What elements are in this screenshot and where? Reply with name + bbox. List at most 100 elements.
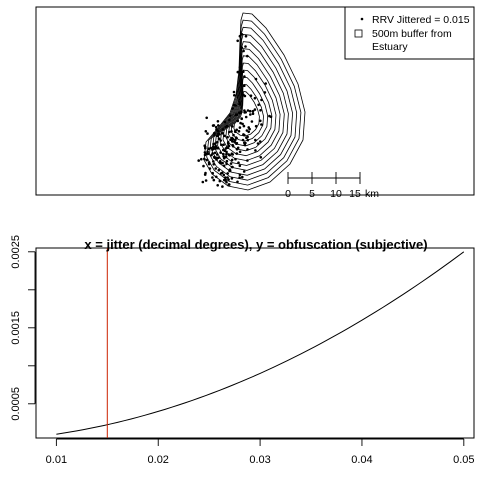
jittered-point bbox=[240, 110, 243, 114]
jittered-point bbox=[237, 129, 241, 133]
y-tick-label: 0.0015 bbox=[10, 311, 22, 345]
buffer-contour bbox=[228, 76, 269, 147]
jittered-point bbox=[235, 141, 239, 145]
buffer-contour bbox=[233, 91, 260, 137]
jittered-point bbox=[212, 163, 215, 166]
jittered-point bbox=[243, 109, 246, 112]
jittered-point bbox=[211, 124, 215, 127]
jittered-point bbox=[211, 176, 214, 179]
jittered-point bbox=[232, 90, 236, 94]
jittered-point bbox=[222, 152, 225, 156]
jittered-point bbox=[203, 153, 207, 157]
jittered-point bbox=[225, 152, 228, 156]
jittered-point bbox=[230, 165, 234, 169]
jittered-point bbox=[222, 173, 226, 177]
jittered-point bbox=[223, 134, 226, 138]
jittered-point bbox=[238, 34, 242, 38]
jittered-point bbox=[259, 119, 262, 123]
jittered-point bbox=[238, 101, 241, 104]
buffer-contours bbox=[203, 12, 306, 191]
map-legend: RRV Jittered = 0.015 500m buffer from Es… bbox=[344, 6, 475, 60]
jittered-point bbox=[242, 170, 246, 173]
jittered-point bbox=[221, 185, 224, 188]
jittered-point bbox=[240, 46, 244, 49]
jittered-point bbox=[231, 125, 234, 128]
jittered-point bbox=[243, 84, 246, 87]
jittered-point bbox=[217, 168, 221, 172]
jittered-point bbox=[217, 137, 221, 140]
legend-label-points: RRV Jittered = 0.015 bbox=[372, 14, 470, 26]
jittered-point bbox=[242, 124, 246, 128]
jittered-point bbox=[213, 133, 216, 137]
jittered-point bbox=[254, 124, 258, 128]
jittered-point bbox=[213, 151, 217, 155]
jittered-point bbox=[235, 113, 239, 116]
jittered-point bbox=[249, 113, 252, 116]
jittered-point bbox=[234, 104, 237, 107]
jittered-point bbox=[239, 72, 243, 75]
jittered-point bbox=[225, 146, 228, 149]
jittered-point bbox=[246, 135, 249, 139]
jittered-point bbox=[232, 133, 235, 137]
jittered-point bbox=[244, 111, 247, 114]
jittered-point bbox=[243, 141, 246, 144]
jittered-point bbox=[216, 184, 219, 187]
scale-bar-label: 10 bbox=[330, 188, 342, 200]
jittered-point bbox=[222, 143, 225, 146]
jittered-point bbox=[251, 109, 255, 113]
jittered-point bbox=[231, 145, 235, 148]
jittered-point bbox=[233, 94, 236, 97]
jittered-point bbox=[244, 115, 248, 119]
buffer-contour bbox=[208, 26, 298, 181]
buffer-contour bbox=[206, 19, 302, 186]
jittered-point bbox=[211, 171, 214, 175]
jittered-point bbox=[264, 82, 268, 85]
buffer-contour bbox=[230, 83, 264, 142]
jittered-point bbox=[224, 125, 228, 129]
jittered-point bbox=[247, 126, 250, 129]
jittered-point bbox=[200, 157, 203, 161]
jittered-point bbox=[217, 124, 220, 127]
jittered-point bbox=[223, 120, 227, 124]
jittered-point bbox=[214, 144, 218, 148]
jittered-point bbox=[201, 180, 205, 184]
jittered-point bbox=[238, 103, 242, 106]
buffer-contour bbox=[217, 48, 285, 166]
scale-bar-label: 0 bbox=[285, 188, 291, 200]
jittered-point bbox=[250, 120, 254, 123]
jittered-point bbox=[228, 118, 231, 122]
jittered-point bbox=[238, 66, 242, 69]
buffer-contour bbox=[203, 12, 306, 191]
jittered-point bbox=[229, 138, 232, 142]
jittered-point bbox=[212, 178, 216, 182]
map-frame bbox=[35, 6, 475, 196]
jittered-point bbox=[226, 140, 230, 144]
jittered-point bbox=[257, 103, 260, 107]
jittered-point bbox=[214, 167, 217, 170]
jittered-point bbox=[227, 178, 230, 181]
x-tick-label: 0.04 bbox=[351, 454, 372, 466]
jittered-point bbox=[219, 161, 222, 165]
jittered-point bbox=[241, 175, 244, 179]
jittered-point bbox=[215, 128, 218, 131]
jittered-point bbox=[240, 33, 244, 36]
jittered-point bbox=[236, 146, 240, 150]
jittered-point bbox=[216, 134, 219, 138]
jittered-point bbox=[230, 130, 233, 133]
x-tick-label: 0.01 bbox=[46, 454, 67, 466]
jittered-point bbox=[211, 152, 214, 155]
jittered-point bbox=[225, 162, 228, 166]
jittered-point bbox=[238, 173, 242, 176]
jittered-point bbox=[239, 121, 242, 125]
jittered-point bbox=[237, 161, 240, 164]
jittered-point bbox=[247, 130, 250, 134]
jittered-point bbox=[246, 54, 249, 58]
jittered-point bbox=[238, 164, 242, 168]
jittered-point bbox=[218, 179, 222, 183]
map-panel: RRV Jittered = 0.015 500m buffer from Es… bbox=[35, 6, 475, 200]
jittered-point bbox=[204, 130, 208, 133]
jittered-point bbox=[214, 125, 218, 129]
jittered-point bbox=[242, 93, 245, 97]
jittered-point bbox=[207, 147, 210, 150]
jittered-point bbox=[223, 178, 227, 182]
